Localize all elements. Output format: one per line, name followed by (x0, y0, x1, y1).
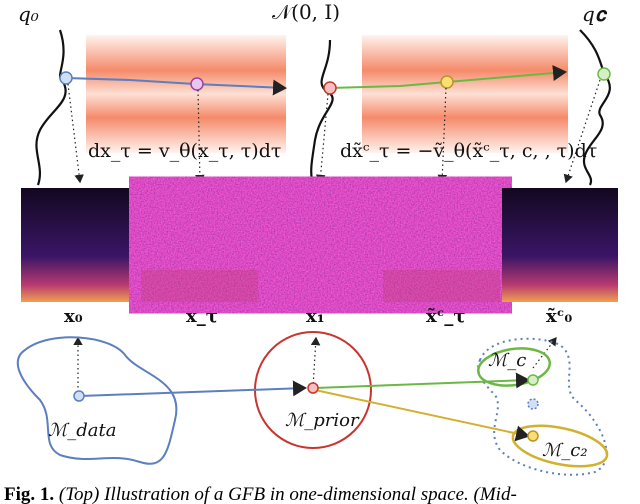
xtau-point (190, 77, 204, 91)
caption-prefix: Fig. 1. (4, 484, 55, 504)
reverse-ode-equation: dx̃ᶜ_τ = −ṽ_θ(x̃ᶜ_τ, c, , τ)dτ (340, 140, 598, 162)
label-xtau: x_τ (186, 306, 218, 327)
label-x0-c: x̃ᶜ₀ (546, 306, 573, 327)
c2-manifold-label: ℳ_c₂ (542, 440, 588, 461)
qc-label: q𝐜 (582, 2, 606, 26)
qc-sample-point (597, 67, 611, 81)
label-x0: x₀ (64, 306, 83, 327)
forward-trajectory (65, 77, 287, 96)
xtau-c-point (440, 75, 454, 89)
q0-distribution-curve (35, 29, 67, 186)
condition-region (477, 337, 608, 476)
spectrogram-xtau (141, 188, 258, 302)
forward-ode-equation: dx_τ = v_θ(x_τ, τ)dτ (88, 140, 282, 162)
figure-caption: Fig. 1. (Top) Illustration of a GFB in o… (4, 484, 517, 504)
q0-label: q₀ (18, 2, 39, 26)
label-x1: x₁ (306, 306, 325, 327)
qc-distribution-curve (579, 29, 611, 186)
spectrogram-x0-c (502, 188, 618, 302)
c2-manifold (511, 424, 609, 468)
spectrogram-x0 (21, 188, 137, 302)
q0-sample-point (59, 71, 73, 85)
label-xtau-c: x̃ᶜ_τ (426, 306, 466, 327)
flow-band-forward (86, 35, 286, 153)
data-manifold (16, 336, 178, 465)
prior-label: 𝒩(0, I) (272, 0, 341, 24)
prior-manifold-label: ℳ_prior (285, 410, 359, 431)
spectrograms (21, 188, 618, 302)
prior-distribution-curve (310, 39, 334, 181)
spectrogram-xtau-c (383, 188, 500, 302)
caption-text: (Top) Illustration of a GFB in one-dimen… (58, 484, 517, 504)
reverse-trajectory (329, 65, 567, 89)
prior-sample-point (323, 81, 337, 95)
flow-band-reverse (362, 35, 568, 153)
spectrogram-x1 (262, 188, 378, 302)
data-manifold-label: ℳ_data (48, 420, 117, 441)
c-manifold-label: ℳ_c (488, 350, 527, 371)
